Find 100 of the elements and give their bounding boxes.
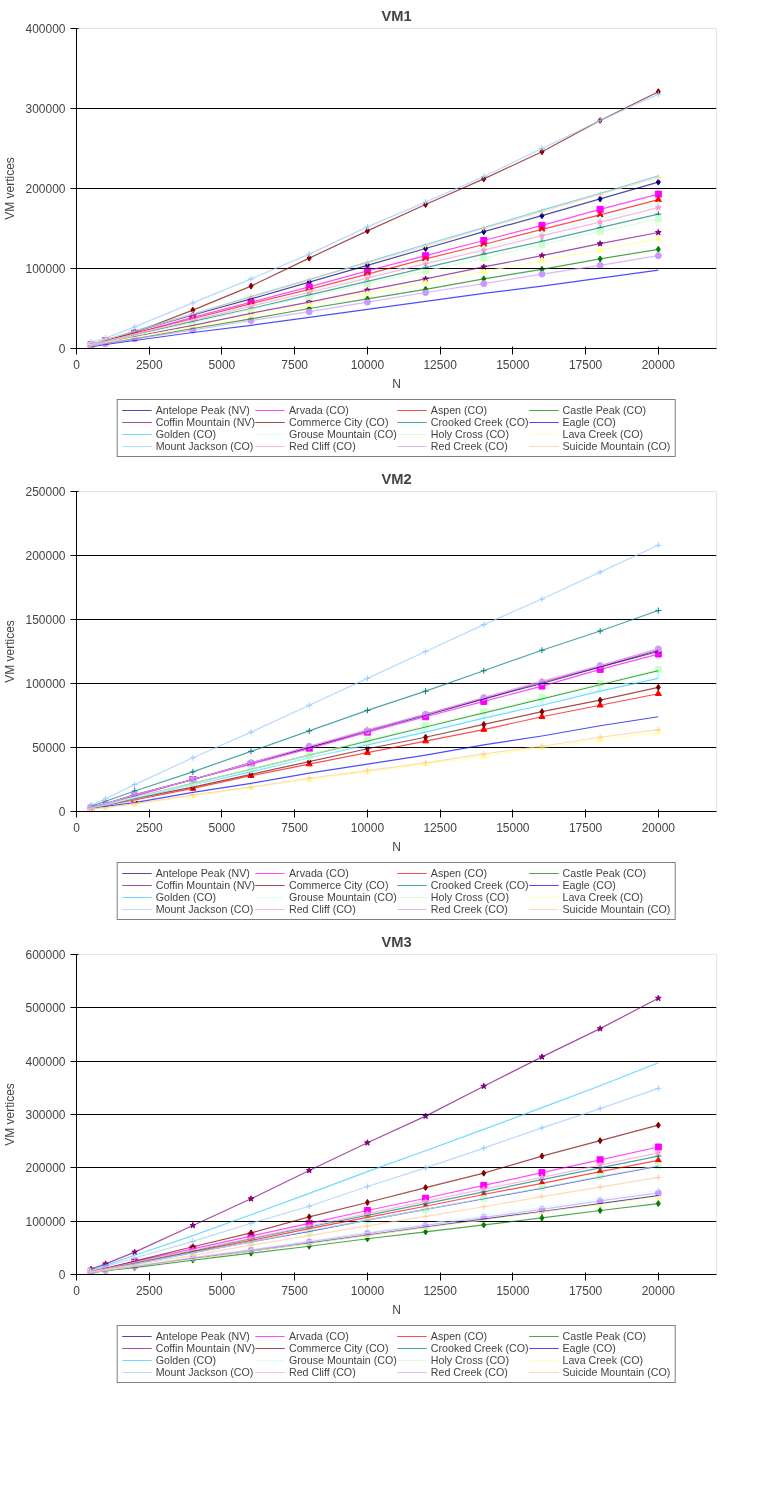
legend-label: Castle Peak (CO) xyxy=(562,867,647,879)
y-axis-title: VM vertices xyxy=(3,157,18,220)
legend-label: Arvada (CO) xyxy=(289,1330,349,1342)
legend-label: Lava Creek (CO) xyxy=(562,1354,644,1366)
y-tick-label: 0 xyxy=(58,805,66,819)
y-tick-label: 400000 xyxy=(25,22,66,36)
legend-label: Grouse Mountain (CO) xyxy=(289,1354,397,1366)
x-tick-label: 12500 xyxy=(423,357,458,372)
x-tick-label: 7500 xyxy=(281,1283,309,1298)
legend-label: Arvada (CO) xyxy=(289,404,349,416)
legend-label: Commerce City (CO) xyxy=(289,416,389,428)
y-tick-label: 100000 xyxy=(25,677,66,691)
legend-label: Eagle (CO) xyxy=(562,416,616,428)
x-tick-label: 0 xyxy=(73,820,81,835)
chart-title: VM1 xyxy=(381,7,412,24)
legend-label: Castle Peak (CO) xyxy=(562,404,647,416)
x-tick-label: 10000 xyxy=(350,357,385,372)
x-tick-label: 0 xyxy=(73,1283,81,1298)
legend-label: Lava Creek (CO) xyxy=(562,428,644,440)
x-tick-label: 5000 xyxy=(208,357,236,372)
x-tick-label: 10000 xyxy=(350,1283,385,1298)
legend-label: Castle Peak (CO) xyxy=(562,1330,647,1342)
x-tick-label: 12500 xyxy=(423,820,458,835)
legend-label: Red Creek (CO) xyxy=(430,903,508,915)
y-tick-label: 100000 xyxy=(25,1214,66,1229)
y-tick-label: 50000 xyxy=(32,741,66,755)
legend-label: Holy Cross (CO) xyxy=(430,1354,509,1366)
legend-label: Crooked Creek (CO) xyxy=(430,879,529,891)
x-tick-label: 7500 xyxy=(281,820,309,835)
x-axis-title: N xyxy=(392,839,401,854)
legend-label: Suicide Mountain (CO) xyxy=(562,440,671,452)
legend-label: Eagle (CO) xyxy=(562,1342,616,1354)
x-tick-label: 17500 xyxy=(568,357,603,372)
x-tick-label: 15000 xyxy=(496,820,530,835)
legend-label: Aspen (CO) xyxy=(430,1330,488,1342)
y-tick-label: 200000 xyxy=(25,1161,66,1176)
y-tick-label: 150000 xyxy=(25,613,66,627)
y-tick-label: 200000 xyxy=(25,182,66,196)
legend-label: Golden (CO) xyxy=(155,1354,217,1366)
legend-label: Holy Cross (CO) xyxy=(430,891,509,903)
legend-label: Suicide Mountain (CO) xyxy=(562,903,671,915)
legend-label: Red Cliff (CO) xyxy=(289,1366,356,1378)
legend-label: Red Creek (CO) xyxy=(430,440,508,452)
x-tick-label: 0 xyxy=(73,357,81,372)
x-tick-label: 12500 xyxy=(423,1283,458,1298)
legend-label: Coffin Mountain (NV) xyxy=(155,416,255,428)
legend-label: Red Creek (CO) xyxy=(430,1366,508,1378)
x-axis-title: N xyxy=(392,1302,401,1317)
legend-label: Golden (CO) xyxy=(155,891,217,903)
legend-label: Crooked Creek (CO) xyxy=(430,416,529,428)
x-tick-label: 20000 xyxy=(641,357,676,372)
chart-title: VM3 xyxy=(381,933,412,950)
x-tick-label: 20000 xyxy=(641,820,676,835)
y-tick-label: 0 xyxy=(58,1268,66,1282)
legend-label: Holy Cross (CO) xyxy=(430,428,509,440)
y-tick-label: 0 xyxy=(58,342,66,356)
x-tick-label: 15000 xyxy=(496,357,530,372)
legend-label: Red Cliff (CO) xyxy=(289,440,356,452)
legend-label: Aspen (CO) xyxy=(430,404,488,416)
y-tick-label: 500000 xyxy=(25,1001,66,1016)
x-tick-label: 5000 xyxy=(208,1283,236,1298)
legend-label: Aspen (CO) xyxy=(430,867,488,879)
legend-label: Mount Jackson (CO) xyxy=(155,440,254,452)
legend-label: Grouse Mountain (CO) xyxy=(289,891,397,903)
y-tick-label: 300000 xyxy=(25,102,66,116)
legend-label: Coffin Mountain (NV) xyxy=(155,1342,255,1354)
x-axis-title: N xyxy=(392,376,401,391)
legend-label: Mount Jackson (CO) xyxy=(155,1366,254,1378)
legend-label: Golden (CO) xyxy=(155,428,217,440)
legend-label: Lava Creek (CO) xyxy=(562,891,644,903)
legend-label: Coffin Mountain (NV) xyxy=(155,879,255,891)
x-tick-label: 17500 xyxy=(568,820,603,835)
y-tick-label: 300000 xyxy=(25,1108,66,1122)
chart-title: VM2 xyxy=(381,470,412,487)
x-tick-label: 20000 xyxy=(641,1283,676,1298)
legend-label: Commerce City (CO) xyxy=(289,879,389,891)
legend-label: Red Cliff (CO) xyxy=(289,903,356,915)
legend-label: Arvada (CO) xyxy=(289,867,349,879)
legend-label: Crooked Creek (CO) xyxy=(430,1342,529,1354)
x-tick-label: 17500 xyxy=(568,1283,603,1298)
x-tick-label: 15000 xyxy=(496,1283,530,1298)
legend-label: Mount Jackson (CO) xyxy=(155,903,254,915)
legend-label: Antelope Peak (NV) xyxy=(155,867,250,879)
y-tick-label: 200000 xyxy=(25,549,66,563)
y-tick-label: 100000 xyxy=(25,262,66,276)
x-tick-label: 2500 xyxy=(135,820,163,835)
legend-label: Suicide Mountain (CO) xyxy=(562,1366,671,1378)
x-tick-label: 5000 xyxy=(208,820,236,835)
y-axis-title: VM vertices xyxy=(3,1083,18,1146)
y-tick-label: 250000 xyxy=(25,485,66,499)
legend-label: Antelope Peak (NV) xyxy=(155,1330,250,1342)
legend-label: Grouse Mountain (CO) xyxy=(289,428,397,440)
x-tick-label: 2500 xyxy=(135,1283,163,1298)
legend-label: Eagle (CO) xyxy=(562,879,616,891)
y-tick-label: 600000 xyxy=(25,948,66,962)
x-tick-label: 7500 xyxy=(281,357,309,372)
x-tick-label: 2500 xyxy=(135,357,163,372)
y-tick-label: 400000 xyxy=(25,1054,66,1069)
legend-label: Antelope Peak (NV) xyxy=(155,404,250,416)
y-axis-title: VM vertices xyxy=(3,620,18,683)
